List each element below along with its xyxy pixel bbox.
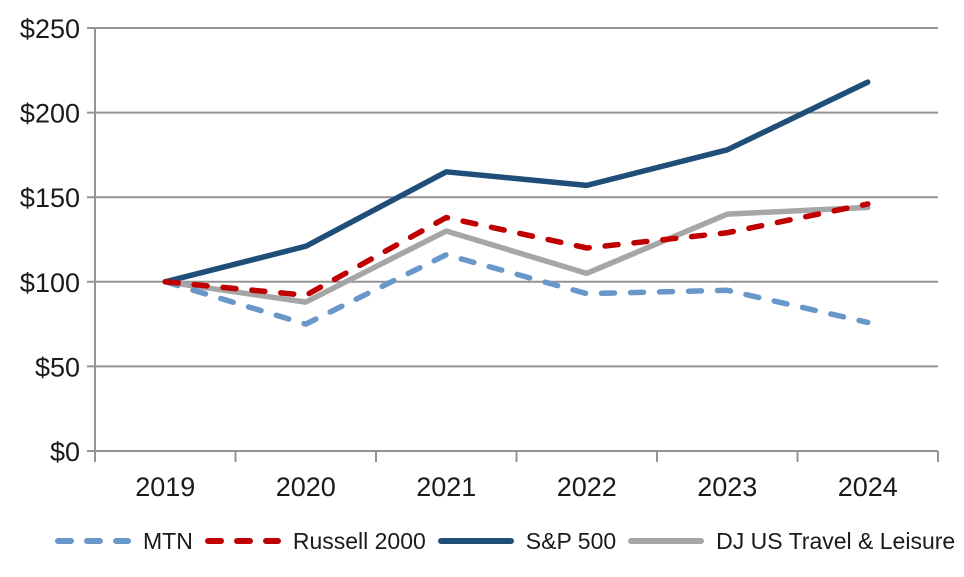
y-tick-label: $250: [20, 14, 80, 44]
x-tick-label: 2019: [135, 472, 195, 502]
y-tick-label: $150: [20, 183, 80, 213]
legend-label-sp500: S&P 500: [525, 527, 617, 554]
x-tick-label: 2022: [557, 472, 617, 502]
sp500-line-sample: [437, 538, 514, 544]
x-tick-label: 2023: [697, 472, 757, 502]
y-tick-label: $100: [20, 268, 80, 298]
russell-2000-line-sample: [204, 538, 281, 544]
x-tick-label: 2024: [838, 472, 898, 502]
legend-item-russell-2000: Russell 2000: [204, 527, 426, 555]
series-line-mtn: [162, 251, 871, 327]
series-line-dj-us-travel-leisure: [162, 204, 871, 305]
y-tick-label: $0: [50, 437, 80, 467]
series-line-russell-2000: [162, 201, 871, 299]
mtn-line-sample: [55, 538, 131, 544]
x-tick-label: 2021: [416, 472, 476, 502]
legend-label-mtn: MTN: [143, 527, 193, 554]
y-tick-label: $200: [20, 99, 80, 129]
x-tick-label: 2020: [276, 472, 336, 502]
legend-item-dj-us-travel-leisure: DJ US Travel & Leisure: [628, 528, 955, 555]
legend-label-dj-us-travel-leisure: DJ US Travel & Leisure: [716, 527, 956, 554]
legend-item-sp500: S&P 500: [437, 527, 617, 555]
y-tick-label: $50: [35, 352, 80, 382]
dj-us-travel-leisure-line-sample: [628, 538, 705, 544]
legend-item-mtn: MTN: [55, 528, 193, 555]
chart-legend: MTN Russell 2000 S&P 500 DJ US Travel & …: [55, 524, 955, 558]
legend-label-russell-2000: Russell 2000: [292, 527, 426, 554]
series-line-s-p-500: [162, 79, 871, 285]
